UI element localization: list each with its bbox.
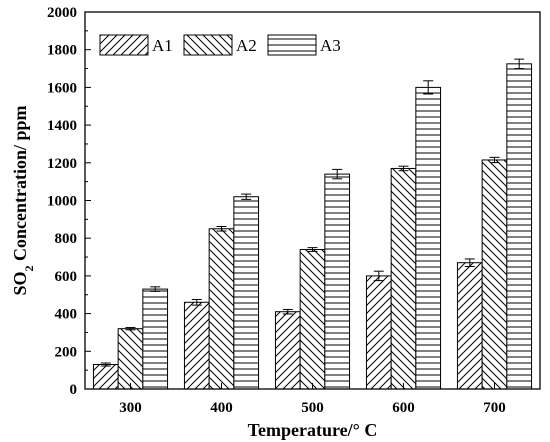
y-tick-label: 1200 — [47, 156, 77, 172]
bar-a1 — [92, 363, 119, 390]
y-axis-title-rest: Concentration/ ppm — [10, 105, 30, 265]
y-tick-label: 200 — [55, 344, 78, 360]
y-tick-label: 1400 — [47, 118, 77, 134]
y-tick-label: 0 — [70, 382, 78, 398]
y-axis-title-subscript: 2 — [22, 266, 36, 272]
bar-a2 — [117, 328, 144, 390]
y-tick-label: 600 — [55, 269, 78, 285]
x-tick-label: 500 — [301, 400, 324, 416]
x-tick-label: 600 — [392, 400, 415, 416]
bar-a3 — [506, 63, 533, 390]
y-tick-label: 800 — [55, 231, 78, 247]
x-axis: 300 400 500 600 700 — [119, 383, 506, 416]
error-bars-layer — [100, 58, 525, 367]
x-axis-title: Temperature/° C — [248, 420, 378, 440]
bar-a2 — [208, 228, 235, 390]
y-tick-label: 400 — [55, 307, 78, 323]
y-tick-label: 1600 — [47, 80, 77, 96]
bar-a1 — [183, 301, 210, 390]
bars-layer — [92, 63, 533, 390]
bar-a3 — [324, 173, 351, 390]
y-tick-label: 1800 — [47, 43, 77, 59]
bar-a1 — [274, 311, 301, 390]
legend-swatch-a2 — [183, 34, 233, 56]
bar-a3 — [233, 196, 260, 390]
bar-a1 — [365, 275, 392, 390]
y-axis: 0 200 400 600 800 1000 1200 1400 1600 1800 2000 — [47, 5, 91, 398]
bar-a3 — [142, 288, 169, 390]
legend-label-a2: A2 — [236, 36, 257, 55]
legend: A1 A2 A3 — [99, 34, 341, 56]
bar-a2 — [299, 249, 326, 390]
y-tick-label: 1000 — [47, 194, 77, 210]
x-tick-label: 700 — [483, 400, 506, 416]
x-tick-label: 400 — [210, 400, 233, 416]
x-tick-label: 300 — [119, 400, 142, 416]
y-axis-title: SO2 Concentration/ ppm — [10, 105, 36, 295]
y-tick-label: 2000 — [47, 5, 77, 21]
bar-a2 — [390, 167, 417, 390]
bar-a1 — [456, 262, 483, 390]
legend-label-a1: A1 — [152, 36, 173, 55]
legend-swatch-a3 — [267, 34, 317, 56]
bar-a3 — [415, 86, 442, 390]
bar-a2 — [481, 159, 508, 390]
y-axis-title-main: SO — [10, 272, 30, 296]
legend-label-a3: A3 — [320, 36, 341, 55]
legend-swatch-a1 — [99, 34, 149, 56]
